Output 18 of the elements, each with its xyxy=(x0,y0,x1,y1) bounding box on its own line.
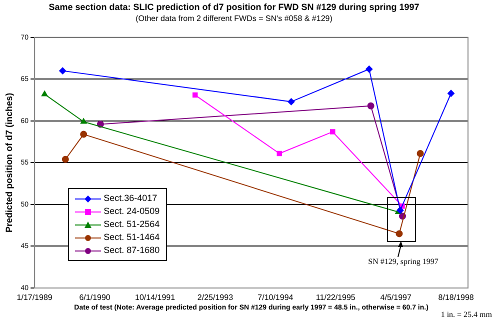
legend-label: Sect. 24-0509 xyxy=(104,205,160,218)
chart-title: Same section data: SLIC prediction of d7 position for FWD SN #129 during spring 1997 xyxy=(48,2,420,12)
legend-label: Sect. 51-2564 xyxy=(104,218,160,231)
x-tick-label: 7/10/1994 xyxy=(258,293,294,302)
x-tick-label: 10/14/1991 xyxy=(134,293,176,302)
text: 1 in. = 25.4 mm xyxy=(440,310,492,319)
legend-label: Sect. 51-1464 xyxy=(104,231,160,244)
x-tick-label: 11/22/1995 xyxy=(316,293,356,302)
y-axis-title: Predicted position of d7 (inches) xyxy=(4,92,14,232)
legend-label: Sect. 87-1680 xyxy=(104,244,160,257)
annotation: SN #129, spring 1997 xyxy=(368,256,438,266)
chart-subtitle: (Other data from 2 different FWDs = SN's #058 & #129) xyxy=(136,14,333,23)
x-tick-label: 1/17/1989 xyxy=(16,293,53,302)
x-tick-label: 8/18/1998 xyxy=(438,293,474,302)
x-tick-label: 6/1/1990 xyxy=(79,293,111,302)
x-tick-label: 4/5/1997 xyxy=(380,293,412,302)
legend-label: Sect.36-4017 xyxy=(104,192,158,205)
x-tick-label: 2/25/1993 xyxy=(197,293,234,302)
